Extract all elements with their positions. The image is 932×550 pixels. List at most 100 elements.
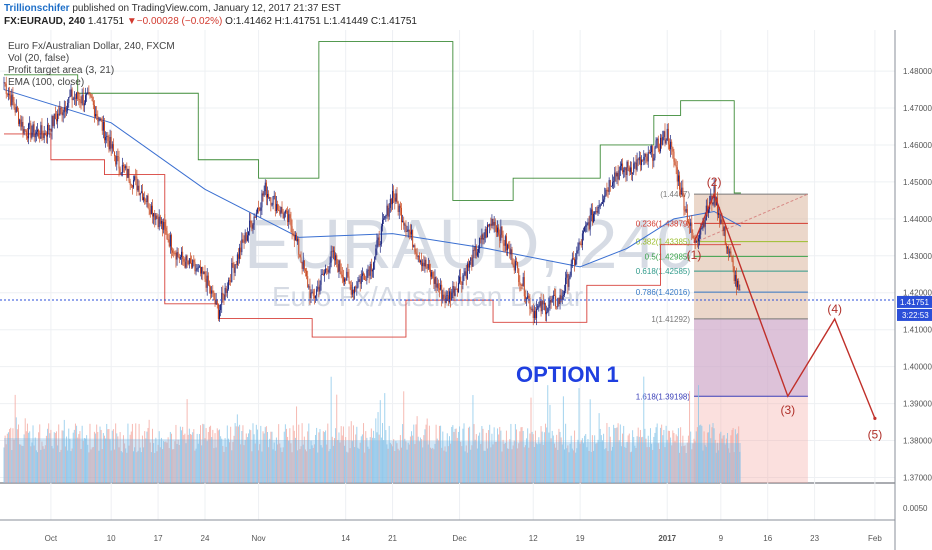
volume-bar bbox=[476, 448, 478, 483]
candle bbox=[638, 151, 640, 165]
candle-body bbox=[634, 162, 636, 164]
volume-bar bbox=[418, 441, 420, 483]
candle bbox=[89, 91, 91, 99]
candle bbox=[437, 279, 439, 293]
volume-bar bbox=[461, 446, 463, 483]
candle-body bbox=[214, 300, 216, 304]
candle-body bbox=[245, 232, 247, 241]
volume-bar bbox=[187, 434, 189, 483]
candle bbox=[83, 100, 85, 113]
candle bbox=[564, 284, 566, 297]
candle-body bbox=[155, 215, 157, 220]
candle bbox=[689, 216, 691, 234]
volume-bar bbox=[642, 436, 644, 483]
candle bbox=[137, 179, 139, 192]
candle-body bbox=[333, 250, 335, 261]
time-tick-label: 9 bbox=[719, 534, 724, 543]
candle bbox=[117, 148, 119, 162]
candle-body bbox=[298, 239, 300, 255]
volume-bar bbox=[189, 434, 191, 483]
candle-body bbox=[395, 193, 397, 202]
volume-bar bbox=[568, 452, 570, 483]
candle-body bbox=[301, 262, 303, 269]
volume-bar bbox=[67, 450, 69, 483]
candle-body bbox=[24, 129, 26, 131]
candle bbox=[322, 269, 324, 277]
candle-body bbox=[274, 195, 276, 211]
price-tick-label: 1.48000 bbox=[903, 67, 932, 76]
candle bbox=[490, 217, 492, 231]
legend-profit-target[interactable]: Profit target area (3, 21) bbox=[8, 65, 114, 76]
candle-body bbox=[32, 124, 34, 133]
candle bbox=[498, 224, 500, 237]
candle bbox=[556, 306, 558, 310]
candle-body bbox=[431, 272, 433, 277]
candle-body bbox=[501, 226, 503, 235]
candle-body bbox=[147, 195, 149, 209]
volume-bar bbox=[285, 428, 287, 483]
legend-vol[interactable]: Vol (20, false) bbox=[8, 53, 69, 64]
candle-body bbox=[447, 295, 449, 302]
legend-ema[interactable]: EMA (100, close) bbox=[8, 77, 84, 88]
candle-body bbox=[143, 197, 145, 201]
volume-bar bbox=[194, 450, 196, 483]
candle-body bbox=[518, 268, 520, 283]
volume-bar bbox=[590, 451, 592, 483]
volume-bar bbox=[654, 432, 656, 483]
volume-bar bbox=[223, 451, 225, 483]
candle-body bbox=[512, 263, 514, 266]
candle-body bbox=[604, 195, 606, 200]
candle bbox=[603, 195, 605, 207]
volume-bar bbox=[697, 385, 699, 483]
symbol-line: FX:EURAUD, 240 1.41751 ▼−0.00028 (−0.02%… bbox=[4, 16, 417, 27]
candle-body bbox=[6, 93, 8, 95]
volume-bar bbox=[212, 429, 214, 483]
volume-bar bbox=[98, 450, 100, 483]
candle bbox=[4, 82, 6, 87]
candle bbox=[58, 105, 60, 119]
candle-body bbox=[716, 197, 718, 215]
candle bbox=[440, 278, 442, 291]
candle bbox=[684, 206, 686, 215]
candle bbox=[50, 128, 52, 137]
candle bbox=[351, 282, 353, 298]
candle bbox=[98, 116, 100, 126]
candle-body bbox=[588, 222, 590, 230]
candle-body bbox=[11, 94, 13, 106]
candle bbox=[138, 180, 140, 196]
candle-body bbox=[553, 295, 555, 296]
volume-bar bbox=[607, 451, 609, 483]
candle bbox=[424, 256, 426, 273]
candle-body bbox=[359, 279, 361, 284]
candle bbox=[491, 214, 493, 229]
volume-bar bbox=[449, 436, 450, 483]
candle bbox=[249, 212, 251, 236]
author-link[interactable]: Trillionschifer bbox=[4, 3, 70, 14]
volume-bar bbox=[325, 430, 327, 483]
candle bbox=[454, 286, 456, 297]
candle bbox=[340, 263, 342, 279]
candle bbox=[625, 167, 627, 182]
candle-body bbox=[164, 221, 166, 228]
candle bbox=[121, 157, 123, 177]
time-tick-label: 12 bbox=[529, 534, 538, 543]
candle bbox=[208, 280, 210, 294]
candle-body bbox=[280, 206, 282, 214]
candle bbox=[87, 87, 89, 95]
volume-bar bbox=[388, 425, 390, 483]
candle bbox=[382, 212, 384, 232]
price-chart[interactable]: EURAUD, 240 Euro Fx/Australian Dollar (1… bbox=[0, 30, 932, 550]
candle-body bbox=[466, 263, 468, 279]
candle bbox=[663, 130, 665, 141]
candle-body bbox=[738, 280, 740, 291]
volume-bar bbox=[107, 429, 109, 483]
candle bbox=[298, 237, 300, 259]
volume-bar bbox=[361, 434, 363, 483]
symbol-name[interactable]: FX:EURAUD, 240 bbox=[4, 16, 86, 27]
candle-body bbox=[668, 144, 670, 150]
candle bbox=[204, 265, 206, 282]
change-arrow-icon: ▼ bbox=[126, 16, 137, 27]
candle bbox=[546, 305, 548, 322]
candle bbox=[536, 300, 538, 326]
candle bbox=[255, 209, 257, 220]
